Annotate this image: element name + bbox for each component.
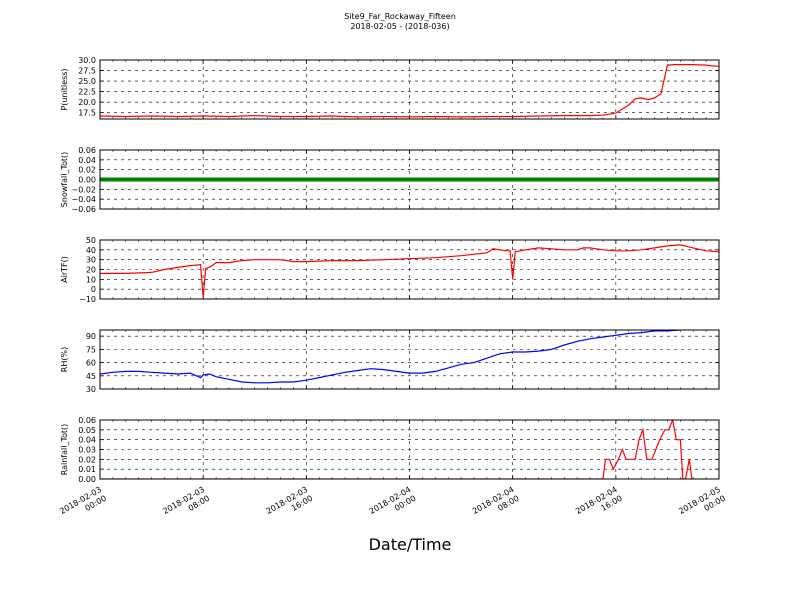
axes-frame <box>99 239 720 300</box>
y-tick-label: 40 <box>86 246 96 255</box>
y-tick-label: 0.03 <box>78 446 96 455</box>
y-tick-label: −0.04 <box>71 195 96 204</box>
y-tick-label: 0.04 <box>78 436 96 445</box>
series-pressure <box>100 63 719 118</box>
y-tick-label: −10 <box>79 295 96 304</box>
y-tick-label: 0.06 <box>78 416 96 425</box>
y-tick-label: −0.06 <box>71 205 96 214</box>
x-tick-label: 2018-02-0300:00 <box>58 485 108 525</box>
x-tick-label: 2018-02-0400:00 <box>368 485 418 525</box>
y-tick-label: 50 <box>86 236 96 245</box>
y-tick-label: 0.05 <box>78 426 96 435</box>
x-tick-label: 2018-02-0408:00 <box>471 485 521 525</box>
rainfall-panel: 0.000.010.020.030.040.050.06 Rainfall_Tot… <box>60 416 720 484</box>
y-tick-label: 0.00 <box>78 475 96 484</box>
y-tick-label: 20.0 <box>78 98 96 107</box>
y-tick-label: 75 <box>86 345 96 354</box>
y-tick-label: 0.02 <box>78 166 96 175</box>
y-tick-label: 0.04 <box>78 156 96 165</box>
y-tick-label: 30 <box>86 385 96 394</box>
axes-frame <box>99 329 720 390</box>
figure-subtitle: 2018-02-05 - (2018-036) <box>350 22 449 31</box>
series-air-temperature <box>100 244 719 299</box>
figure-title: Site9_Far_Rockaway_Fifteen <box>344 12 456 21</box>
y-tick-label: 25.0 <box>78 77 96 86</box>
x-tick-labels: 2018-02-0300:00 2018-02-0308:00 2018-02-03… <box>58 485 727 525</box>
x-tick-label: 2018-02-0500:00 <box>677 485 727 525</box>
y-tick-label: −0.02 <box>71 185 96 194</box>
y-tick-label: 0 <box>91 285 96 294</box>
y-axis-label: RH(%) <box>60 347 69 372</box>
x-tick-label: 2018-02-0416:00 <box>574 485 624 525</box>
y-tick-label: 27.5 <box>78 67 96 76</box>
y-tick-label: 60 <box>86 359 96 368</box>
y-tick-label: 20 <box>86 266 96 275</box>
y-tick-label: 30.0 <box>78 56 96 65</box>
series-relative-humidity <box>100 330 681 384</box>
y-axis-label: AirTF() <box>60 256 69 283</box>
y-tick-label: 0.06 <box>78 146 96 155</box>
axes-frame <box>99 419 720 480</box>
y-tick-label: 90 <box>86 332 96 341</box>
pressure-panel: 17.5 20.022.5 25.027.5 30.0 P(unitless) <box>60 56 720 120</box>
y-tick-label: 10 <box>86 275 96 284</box>
y-tick-label: 45 <box>86 372 96 381</box>
relative-humidity-panel: 30 45 60 75 90 RH(%) <box>60 329 720 394</box>
y-tick-label: 22.5 <box>78 88 96 97</box>
snowfall-panel: −0.06−0.04−0.020.000.020.040.06 Snowfall_… <box>60 146 720 214</box>
y-axis-label: Snowfall_Tot() <box>60 152 69 208</box>
panels: 17.5 20.022.5 25.027.5 30.0 P(unitless) −0.06… <box>60 56 720 484</box>
x-tick-label: 2018-02-0316:00 <box>265 485 315 525</box>
y-axis-label: Rainfall_Tot() <box>60 424 69 476</box>
series-rainfall <box>100 420 693 479</box>
y-tick-label: 0.00 <box>78 176 96 185</box>
axes-frame <box>99 59 720 120</box>
y-axis-label: P(unitless) <box>60 68 69 110</box>
x-axis-label: Date/Time <box>369 535 452 554</box>
axes-frame <box>99 149 720 210</box>
y-tick-label: 30 <box>86 256 96 265</box>
y-tick-label: 0.01 <box>78 465 96 474</box>
y-tick-label: 17.5 <box>78 109 96 118</box>
x-tick-label: 2018-02-0308:00 <box>161 485 211 525</box>
y-tick-label: 0.02 <box>78 455 96 464</box>
